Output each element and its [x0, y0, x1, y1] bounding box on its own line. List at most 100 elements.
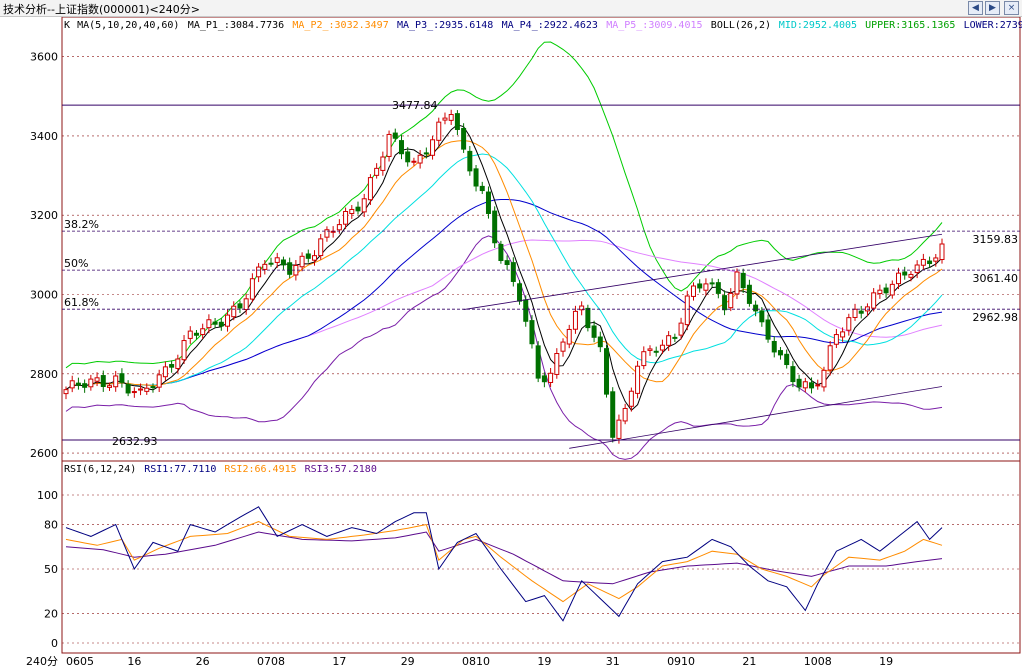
- candle-body[interactable]: [94, 377, 100, 382]
- candle-body[interactable]: [635, 365, 641, 394]
- candle-body[interactable]: [218, 321, 224, 327]
- candle-body[interactable]: [262, 263, 268, 270]
- candle-body[interactable]: [548, 372, 554, 383]
- candle-body[interactable]: [554, 353, 560, 375]
- candle-body[interactable]: [274, 257, 280, 263]
- candle-body[interactable]: [647, 348, 653, 351]
- candle-body[interactable]: [628, 390, 634, 407]
- candle-body[interactable]: [324, 229, 330, 238]
- candle-body[interactable]: [566, 328, 572, 345]
- candle-body[interactable]: [591, 325, 597, 338]
- candle-body[interactable]: [641, 351, 647, 367]
- candle-body[interactable]: [653, 350, 659, 353]
- candle-body[interactable]: [616, 419, 622, 439]
- candle-body[interactable]: [666, 335, 672, 346]
- candle-body[interactable]: [802, 381, 808, 389]
- candle-body[interactable]: [765, 319, 771, 340]
- candle-body[interactable]: [318, 238, 324, 257]
- candle-body[interactable]: [746, 284, 752, 304]
- candle-body[interactable]: [821, 369, 827, 388]
- candle-body[interactable]: [131, 391, 137, 394]
- candle-body[interactable]: [169, 364, 175, 368]
- candle-body[interactable]: [256, 266, 262, 278]
- candle-body[interactable]: [877, 289, 883, 295]
- candle-body[interactable]: [305, 253, 311, 259]
- candle-body[interactable]: [100, 375, 106, 387]
- candle-body[interactable]: [249, 278, 255, 300]
- candle-body[interactable]: [479, 185, 485, 192]
- candle-body[interactable]: [771, 340, 777, 353]
- candle-body[interactable]: [138, 388, 144, 391]
- candle-body[interactable]: [753, 304, 759, 312]
- candle-body[interactable]: [299, 255, 305, 268]
- candle-body[interactable]: [430, 139, 436, 156]
- candle-body[interactable]: [908, 273, 914, 278]
- candle-body[interactable]: [343, 210, 349, 225]
- candle-body[interactable]: [461, 127, 467, 150]
- candle-body[interactable]: [585, 307, 591, 329]
- candle-body[interactable]: [597, 336, 603, 348]
- candle-body[interactable]: [336, 224, 342, 231]
- candle-body[interactable]: [672, 336, 678, 339]
- candle-body[interactable]: [604, 348, 610, 395]
- candle-body[interactable]: [411, 160, 417, 163]
- candle-body[interactable]: [144, 387, 150, 392]
- candle-body[interactable]: [398, 140, 404, 155]
- candle-body[interactable]: [914, 264, 920, 274]
- candle-body[interactable]: [417, 154, 423, 164]
- candle-body[interactable]: [697, 283, 703, 289]
- candle-body[interactable]: [790, 366, 796, 383]
- candle-body[interactable]: [212, 321, 218, 325]
- candle-body[interactable]: [678, 322, 684, 336]
- prev-window-button[interactable]: ◀: [968, 1, 983, 15]
- candle-body[interactable]: [684, 295, 690, 326]
- candle-body[interactable]: [827, 345, 833, 371]
- candle-body[interactable]: [175, 358, 181, 369]
- candle-body[interactable]: [740, 272, 746, 289]
- candle-body[interactable]: [467, 150, 473, 172]
- candle-body[interactable]: [690, 285, 696, 297]
- candle-body[interactable]: [312, 255, 318, 261]
- candle-body[interactable]: [374, 167, 380, 176]
- candle-body[interactable]: [728, 292, 734, 309]
- candle-body[interactable]: [473, 168, 479, 187]
- close-window-button[interactable]: ×: [1004, 1, 1019, 15]
- candle-body[interactable]: [535, 345, 541, 379]
- candle-body[interactable]: [722, 295, 728, 311]
- candle-body[interactable]: [871, 292, 877, 309]
- candle-body[interactable]: [423, 152, 429, 155]
- candle-body[interactable]: [492, 210, 498, 244]
- candle-body[interactable]: [367, 177, 373, 201]
- candle-body[interactable]: [529, 320, 535, 345]
- candle-body[interactable]: [63, 389, 69, 395]
- candle-body[interactable]: [287, 262, 293, 275]
- candle-body[interactable]: [448, 114, 454, 121]
- candle-body[interactable]: [504, 260, 510, 266]
- candle-body[interactable]: [119, 373, 125, 383]
- candle-body[interactable]: [162, 366, 168, 378]
- candle-body[interactable]: [703, 283, 709, 291]
- candle-body[interactable]: [734, 271, 740, 295]
- candle-body[interactable]: [88, 378, 94, 388]
- candle-body[interactable]: [777, 350, 783, 356]
- candle-body[interactable]: [920, 258, 926, 266]
- candle-body[interactable]: [181, 340, 187, 361]
- chart-canvas[interactable]: 38.2% 3159.83 50% 3061.40 61.8% 2962.98 3477.8…: [0, 17, 1022, 671]
- candle-body[interactable]: [442, 117, 448, 121]
- next-window-button[interactable]: ▶: [985, 1, 1000, 15]
- candle-body[interactable]: [939, 243, 945, 261]
- candle-body[interactable]: [82, 383, 88, 388]
- candle-body[interactable]: [809, 382, 815, 389]
- candle-body[interactable]: [833, 334, 839, 345]
- candle-body[interactable]: [386, 133, 392, 157]
- candle-body[interactable]: [572, 310, 578, 330]
- candle-body[interactable]: [610, 391, 616, 438]
- candle-body[interactable]: [659, 344, 665, 351]
- candle-body[interactable]: [69, 380, 75, 389]
- candle-body[interactable]: [231, 305, 237, 318]
- candle-body[interactable]: [846, 317, 852, 331]
- candle-body[interactable]: [200, 328, 206, 335]
- candle-body[interactable]: [896, 272, 902, 285]
- candle-body[interactable]: [436, 121, 442, 141]
- candle-body[interactable]: [392, 132, 398, 139]
